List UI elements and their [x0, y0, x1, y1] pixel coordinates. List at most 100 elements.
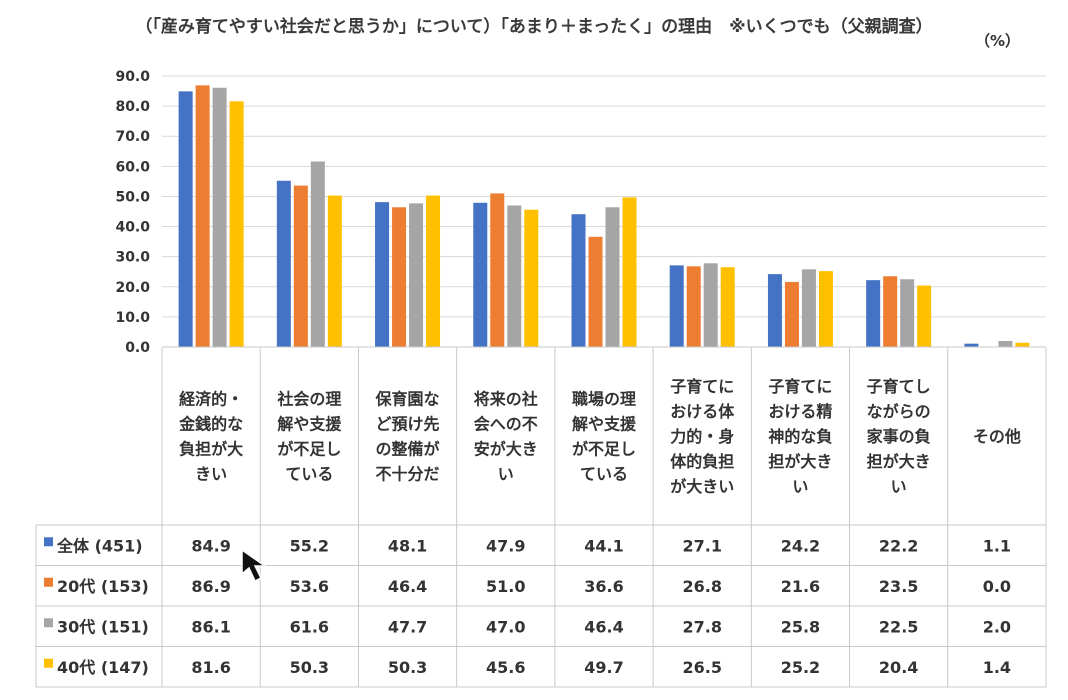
- table-cell: 1.4: [983, 658, 1011, 677]
- table-cell: 51.0: [486, 577, 525, 596]
- bar: [524, 209, 539, 347]
- category-label: ど預け先: [376, 415, 440, 434]
- table-cell: 20.4: [879, 658, 918, 677]
- category-label: 将来の社: [474, 390, 538, 409]
- table-cell: 25.2: [781, 658, 820, 677]
- category-label: ながらの: [867, 402, 931, 421]
- category-label: が不足し: [572, 440, 636, 459]
- bar: [703, 263, 718, 347]
- legend-swatch: [44, 577, 53, 587]
- table-cell: 25.8: [781, 617, 820, 636]
- category-label: 子育てに: [670, 377, 734, 396]
- table-cell: 49.7: [584, 658, 623, 677]
- legend-label: 20代 (153): [57, 577, 149, 596]
- category-label: ている: [285, 465, 333, 484]
- bar: [293, 185, 308, 347]
- bar: [178, 91, 193, 348]
- bar: [195, 85, 210, 347]
- table-cell: 47.0: [486, 617, 525, 636]
- table-cell: 86.1: [191, 617, 230, 636]
- bar: [426, 195, 441, 347]
- y-tick-label: 90.0: [115, 69, 150, 85]
- table-cell: 27.1: [682, 536, 721, 555]
- bar: [605, 207, 620, 347]
- table-cell: 46.4: [388, 577, 427, 596]
- bar: [490, 193, 505, 347]
- y-tick-label: 50.0: [115, 189, 150, 205]
- table-cell: 0.0: [983, 577, 1011, 596]
- y-tick-label: 40.0: [115, 220, 150, 236]
- category-label: きい: [195, 465, 227, 484]
- category-label: 金銭的な: [178, 415, 243, 434]
- legend-swatch: [44, 658, 53, 668]
- bar: [767, 274, 782, 347]
- table-cell: 47.9: [486, 536, 525, 555]
- bar: [801, 269, 816, 347]
- y-tick-label: 30.0: [115, 250, 150, 266]
- category-label: 経済的・: [179, 390, 243, 409]
- category-label: ている: [580, 465, 628, 484]
- category-label: おける体: [670, 402, 735, 421]
- bar: [622, 197, 637, 347]
- table-cell: 23.5: [879, 577, 918, 596]
- table-cell: 48.1: [388, 536, 427, 555]
- y-tick-label: 60.0: [115, 159, 150, 175]
- y-tick-label: 10.0: [115, 310, 150, 326]
- table-cell: 55.2: [290, 536, 329, 555]
- table-cell: 2.0: [983, 617, 1011, 636]
- bar: [917, 285, 932, 347]
- bar: [507, 205, 522, 347]
- table-cell: 21.6: [781, 577, 820, 596]
- category-label: 子育てし: [867, 377, 931, 396]
- bar: [310, 161, 325, 347]
- table-cell: 53.6: [290, 577, 329, 596]
- category-label: おける精: [768, 402, 832, 421]
- table-cell: 44.1: [584, 536, 623, 555]
- bar: [588, 236, 603, 347]
- bar: [473, 202, 488, 347]
- category-label: い: [498, 465, 514, 484]
- bar: [900, 279, 915, 347]
- y-tick-label: 0.0: [125, 340, 150, 356]
- category-label: 力的・身: [670, 427, 734, 446]
- bar: [883, 276, 898, 347]
- table-cell: 81.6: [191, 658, 230, 677]
- table-cell: 24.2: [781, 536, 820, 555]
- category-label: 負担が大: [179, 440, 243, 459]
- category-label: 解や支援: [277, 415, 342, 434]
- table-cell: 50.3: [388, 658, 427, 677]
- bar: [212, 87, 227, 347]
- category-label: 神的な負: [768, 427, 832, 446]
- legend-label: 全体 (451): [56, 536, 143, 555]
- legend-swatch: [44, 537, 53, 547]
- category-label: 職場の理: [572, 390, 636, 409]
- bar: [409, 203, 424, 347]
- legend-swatch: [44, 618, 53, 628]
- table-cell: 26.8: [682, 577, 721, 596]
- category-label: 担が大き: [768, 452, 832, 471]
- category-label: 保育園な: [375, 390, 440, 409]
- legend-label: 40代 (147): [57, 658, 149, 677]
- bar: [964, 343, 979, 347]
- table-cell: 27.8: [682, 617, 721, 636]
- bar: [866, 280, 881, 347]
- bar: [818, 271, 833, 347]
- bar: [276, 180, 291, 347]
- category-label: 会への不: [474, 415, 538, 434]
- table-cell: 36.6: [584, 577, 623, 596]
- category-label: 社会の理: [276, 390, 341, 409]
- y-tick-label: 20.0: [115, 280, 150, 296]
- category-label: が大きい: [670, 477, 734, 496]
- bar: [229, 101, 244, 347]
- legend-label: 30代 (151): [57, 617, 149, 636]
- bar: [571, 214, 586, 347]
- chart-title: （「産み育てやすい社会だと思うか」について）「あまり＋まったく」の理由 ※いくつ…: [135, 17, 933, 37]
- table-cell: 22.5: [879, 617, 918, 636]
- bar: [784, 281, 799, 347]
- category-label: 解や支援: [572, 415, 637, 434]
- table-cell: 46.4: [584, 617, 623, 636]
- table-cell: 47.7: [388, 617, 427, 636]
- bar: [669, 265, 684, 347]
- table-cell: 84.9: [191, 536, 230, 555]
